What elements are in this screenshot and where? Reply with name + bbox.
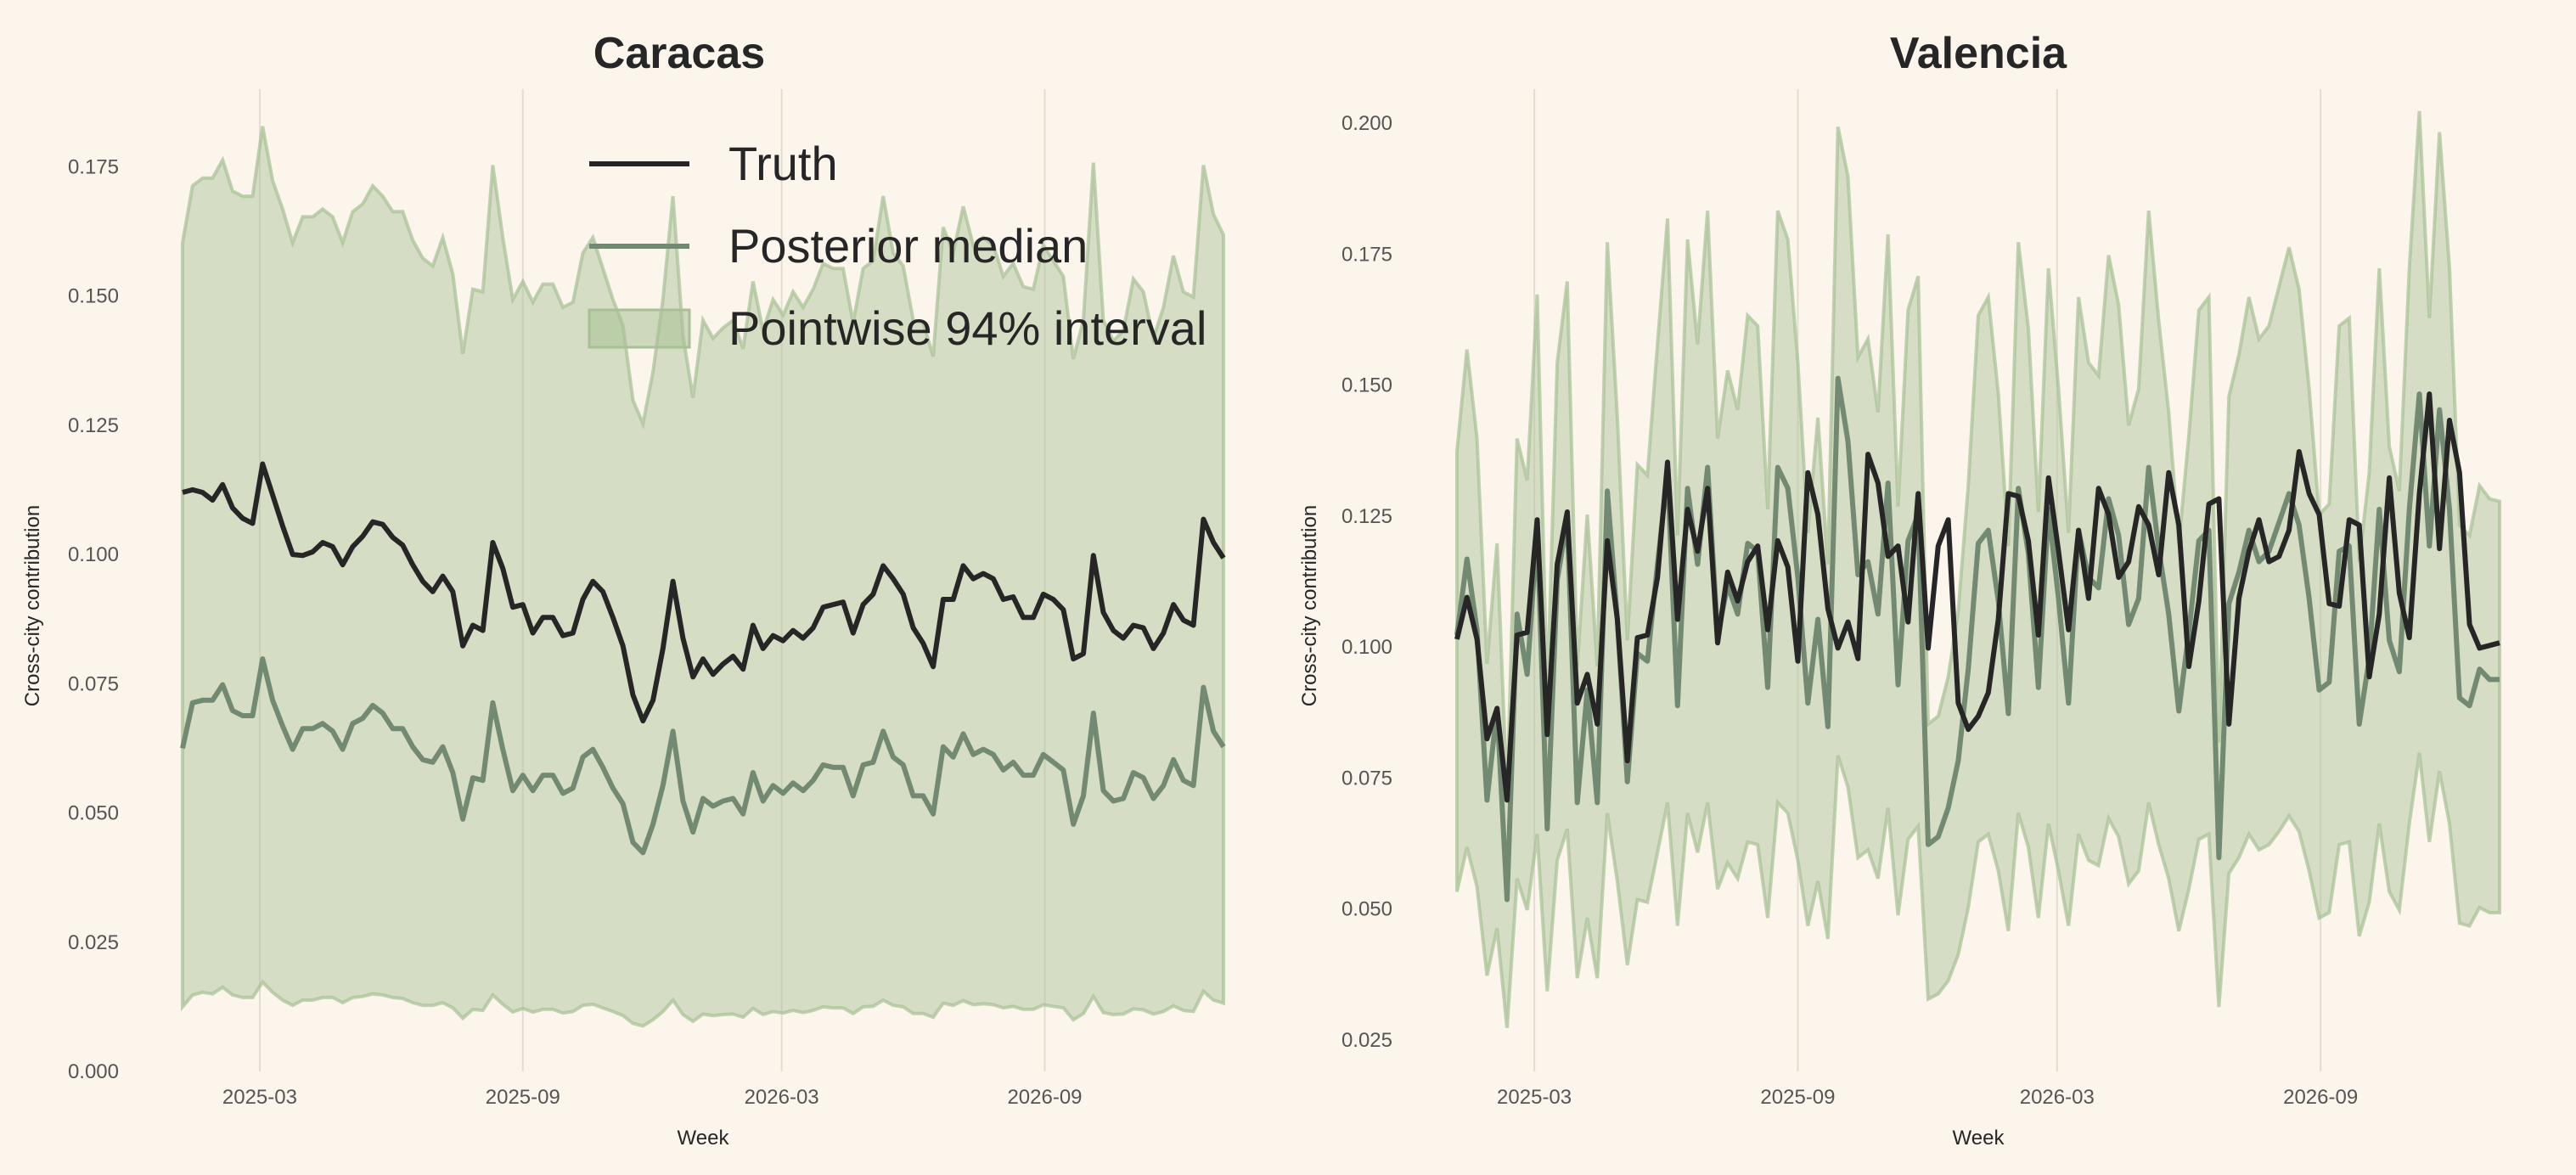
valencia-y-tick-label-0: 0.025 bbox=[1341, 1029, 1392, 1052]
legend-median-label: Posterior median bbox=[728, 219, 1088, 273]
caracas-median-line bbox=[180, 656, 1226, 856]
caracas-x-tick-label-3: 2026-09 bbox=[1007, 1086, 1082, 1109]
valencia-y-tick-label-1: 0.050 bbox=[1341, 898, 1392, 921]
caracas-y-axis-label: Cross-city contribution bbox=[21, 505, 44, 706]
caracas-x-axis-label: Week bbox=[678, 1127, 730, 1150]
legend-interval-swatch bbox=[588, 308, 691, 349]
legend-truth-label: Truth bbox=[728, 137, 838, 190]
caracas-y-tick-label-6: 0.150 bbox=[68, 285, 119, 308]
caracas-x-tick-label-1: 2025-09 bbox=[486, 1086, 560, 1109]
valencia-y-tick-label-6: 0.175 bbox=[1341, 243, 1392, 266]
caracas-y-ticks: 0.000 0.025 0.050 0.075 0.100 0.125 0.150 0.175 bbox=[68, 155, 119, 1083]
caracas-y-tick-label-2: 0.050 bbox=[68, 802, 119, 825]
caracas-truth-line bbox=[182, 461, 1226, 724]
legend: Truth Posterior median Pointwise 94% int… bbox=[588, 137, 1206, 355]
valencia-plot-area bbox=[1454, 110, 2501, 1029]
valencia-y-tick-label-7: 0.200 bbox=[1341, 112, 1392, 135]
valencia-panel: 0.025 0.050 0.075 0.100 0.125 0.150 0.175 0.200… bbox=[1298, 29, 2501, 1150]
valencia-y-axis-label: Cross-city contribution bbox=[1298, 505, 1321, 706]
valencia-x-tick-label-3: 2026-09 bbox=[2283, 1086, 2358, 1109]
valencia-truth-line bbox=[1454, 391, 2500, 803]
caracas-x-tick-label-0: 2025-03 bbox=[222, 1086, 297, 1109]
caracas-x-ticks: 2025-03 2025-09 2026-03 2026-09 bbox=[222, 1086, 1083, 1109]
valencia-x-tick-label-2: 2026-03 bbox=[2020, 1086, 2095, 1109]
caracas-y-tick-label-7: 0.175 bbox=[68, 155, 119, 178]
caracas-interval-band bbox=[181, 126, 1225, 1028]
caracas-title: Caracas bbox=[593, 29, 765, 78]
caracas-y-tick-label-0: 0.000 bbox=[68, 1060, 119, 1083]
caracas-y-tick-label-4: 0.100 bbox=[68, 543, 119, 566]
caracas-y-tick-label-5: 0.125 bbox=[68, 414, 119, 437]
valencia-y-tick-label-4: 0.125 bbox=[1341, 505, 1392, 528]
valencia-y-tick-label-3: 0.100 bbox=[1341, 636, 1392, 659]
valencia-x-tick-label-0: 2025-03 bbox=[1497, 1086, 1572, 1109]
caracas-plot-area bbox=[180, 126, 1226, 1028]
caracas-gridlines bbox=[258, 89, 1046, 1071]
valencia-y-tick-label-5: 0.150 bbox=[1341, 374, 1392, 397]
caracas-y-tick-label-1: 0.025 bbox=[68, 931, 119, 954]
valencia-title: Valencia bbox=[1890, 29, 2067, 78]
valencia-x-axis-label: Week bbox=[1953, 1127, 2005, 1150]
caracas-y-tick-label-3: 0.075 bbox=[68, 672, 119, 695]
caracas-x-tick-label-2: 2026-03 bbox=[745, 1086, 819, 1109]
caracas-panel: 0.000 0.025 0.050 0.075 0.100 0.125 0.150 0.175… bbox=[21, 29, 1226, 1150]
valencia-x-tick-label-1: 2025-09 bbox=[1760, 1086, 1835, 1109]
valencia-y-tick-label-2: 0.075 bbox=[1341, 767, 1392, 790]
valencia-x-ticks: 2025-03 2025-09 2026-03 2026-09 bbox=[1497, 1086, 2358, 1109]
legend-interval-label: Pointwise 94% interval bbox=[728, 301, 1206, 355]
valencia-y-ticks: 0.025 0.050 0.075 0.100 0.125 0.150 0.175 0.200 bbox=[1341, 112, 1392, 1052]
